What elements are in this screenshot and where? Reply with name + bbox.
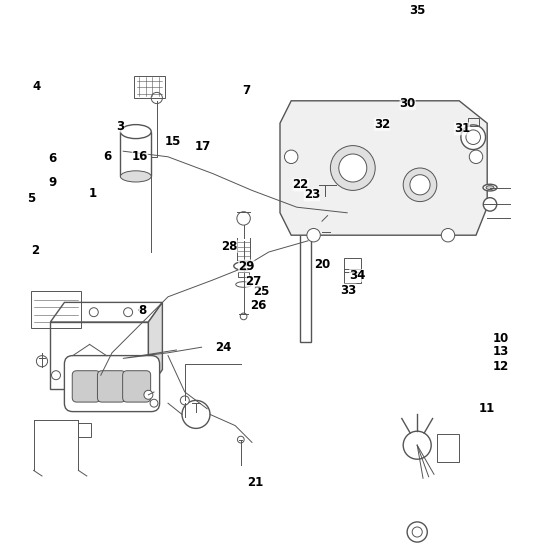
Text: 21: 21 (246, 476, 263, 489)
Circle shape (469, 150, 483, 164)
Circle shape (151, 92, 162, 104)
Circle shape (441, 228, 455, 242)
Text: 20: 20 (314, 258, 330, 271)
Text: 24: 24 (214, 340, 231, 354)
Text: 6: 6 (104, 150, 111, 164)
Text: 25: 25 (253, 284, 270, 298)
Polygon shape (50, 302, 162, 322)
Ellipse shape (483, 184, 497, 191)
Circle shape (403, 431, 431, 459)
Circle shape (237, 212, 250, 225)
Text: 30: 30 (399, 97, 416, 110)
Circle shape (237, 436, 244, 443)
Text: 32: 32 (374, 118, 390, 131)
Text: 4: 4 (32, 80, 40, 94)
Text: 26: 26 (250, 298, 267, 312)
Text: 27: 27 (245, 274, 262, 288)
Text: 11: 11 (479, 402, 496, 416)
Bar (31, 291, 81, 328)
Bar (238, 272, 249, 277)
Text: 10: 10 (493, 332, 510, 346)
Text: 6: 6 (48, 152, 56, 165)
Polygon shape (280, 101, 487, 235)
Circle shape (36, 356, 48, 367)
Circle shape (307, 228, 320, 242)
Text: 16: 16 (132, 150, 148, 164)
FancyBboxPatch shape (97, 371, 125, 402)
Text: 9: 9 (48, 175, 56, 189)
Ellipse shape (120, 171, 151, 182)
Circle shape (403, 168, 437, 202)
Text: 1: 1 (88, 186, 96, 200)
Text: 31: 31 (454, 122, 470, 136)
Ellipse shape (236, 282, 251, 287)
Polygon shape (148, 302, 162, 389)
Bar (468, 118, 479, 126)
Circle shape (316, 221, 328, 232)
Bar (50, 322, 148, 389)
Circle shape (90, 308, 99, 317)
Bar (344, 258, 361, 272)
Bar (120, 132, 151, 176)
FancyBboxPatch shape (72, 371, 100, 402)
Text: 7: 7 (242, 84, 250, 97)
Bar (78, 423, 91, 437)
Circle shape (410, 175, 430, 195)
Circle shape (330, 146, 375, 190)
Circle shape (124, 308, 133, 317)
Text: 3: 3 (116, 119, 124, 133)
Text: 12: 12 (493, 360, 510, 374)
Bar (344, 269, 361, 283)
FancyBboxPatch shape (123, 371, 151, 402)
Text: 15: 15 (164, 134, 181, 148)
Bar (437, 434, 459, 462)
Ellipse shape (486, 186, 494, 190)
Circle shape (144, 390, 153, 399)
Text: 13: 13 (493, 345, 510, 358)
Text: 28: 28 (221, 240, 238, 253)
Circle shape (461, 125, 486, 150)
Bar (314, 196, 336, 218)
Circle shape (150, 399, 158, 407)
Circle shape (240, 313, 247, 320)
FancyBboxPatch shape (64, 356, 160, 412)
Circle shape (483, 198, 497, 211)
Text: 35: 35 (409, 3, 426, 17)
Text: 5: 5 (27, 192, 35, 206)
Text: 29: 29 (238, 259, 255, 273)
Bar (134, 76, 165, 98)
Text: 34: 34 (349, 269, 366, 282)
Ellipse shape (120, 125, 151, 139)
Text: 17: 17 (195, 140, 212, 153)
Circle shape (180, 396, 189, 405)
Circle shape (284, 150, 298, 164)
Text: 8: 8 (139, 304, 147, 318)
Ellipse shape (234, 262, 254, 270)
Text: 2: 2 (31, 244, 39, 257)
Text: 22: 22 (292, 178, 309, 192)
Circle shape (52, 371, 60, 380)
Circle shape (407, 522, 427, 542)
Circle shape (182, 400, 210, 428)
Circle shape (339, 154, 367, 182)
Circle shape (412, 527, 422, 537)
Text: 23: 23 (304, 188, 320, 202)
Text: 33: 33 (340, 283, 357, 297)
Circle shape (466, 130, 480, 144)
Bar (300, 202, 311, 342)
